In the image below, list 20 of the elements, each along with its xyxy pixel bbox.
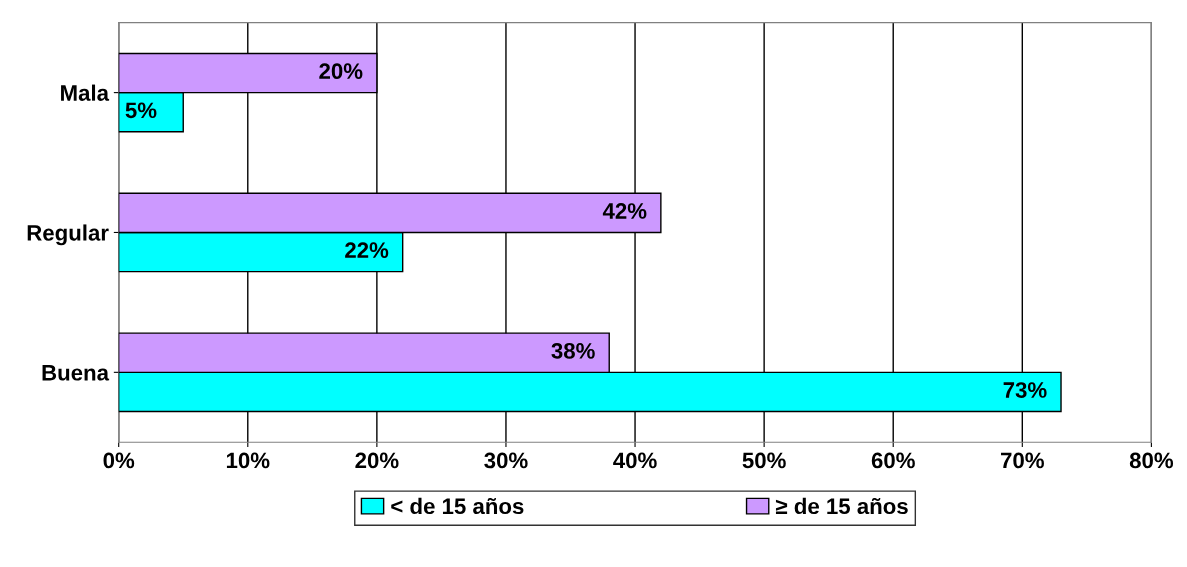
x-tick-label: 0% bbox=[103, 452, 135, 469]
y-tick-label: Buena bbox=[42, 365, 110, 381]
x-tick-label: 50% bbox=[742, 452, 786, 469]
data-label: 20% bbox=[319, 63, 363, 79]
y-tick-label: Regular bbox=[27, 224, 109, 246]
x-tick-label: 70% bbox=[1001, 452, 1044, 469]
data-label: 22% bbox=[345, 242, 389, 258]
data-label: 73% bbox=[1003, 382, 1047, 398]
x-tick-label: 60% bbox=[871, 452, 915, 469]
data-label: 38% bbox=[551, 342, 595, 359]
x-tick-label: 40% bbox=[613, 452, 657, 469]
data-label: 5% bbox=[125, 102, 157, 119]
legend-label: ≥ de 15 años bbox=[775, 497, 908, 515]
x-tick-label: 10% bbox=[226, 452, 270, 469]
x-tick-label: 30% bbox=[484, 452, 528, 469]
data-label: 42% bbox=[602, 203, 647, 219]
x-tick-label: 80% bbox=[1129, 452, 1174, 469]
y-tick-label: Mala bbox=[61, 84, 110, 101]
legend-label: < de 15 años bbox=[391, 497, 524, 515]
x-tick-label: 20% bbox=[355, 452, 399, 469]
